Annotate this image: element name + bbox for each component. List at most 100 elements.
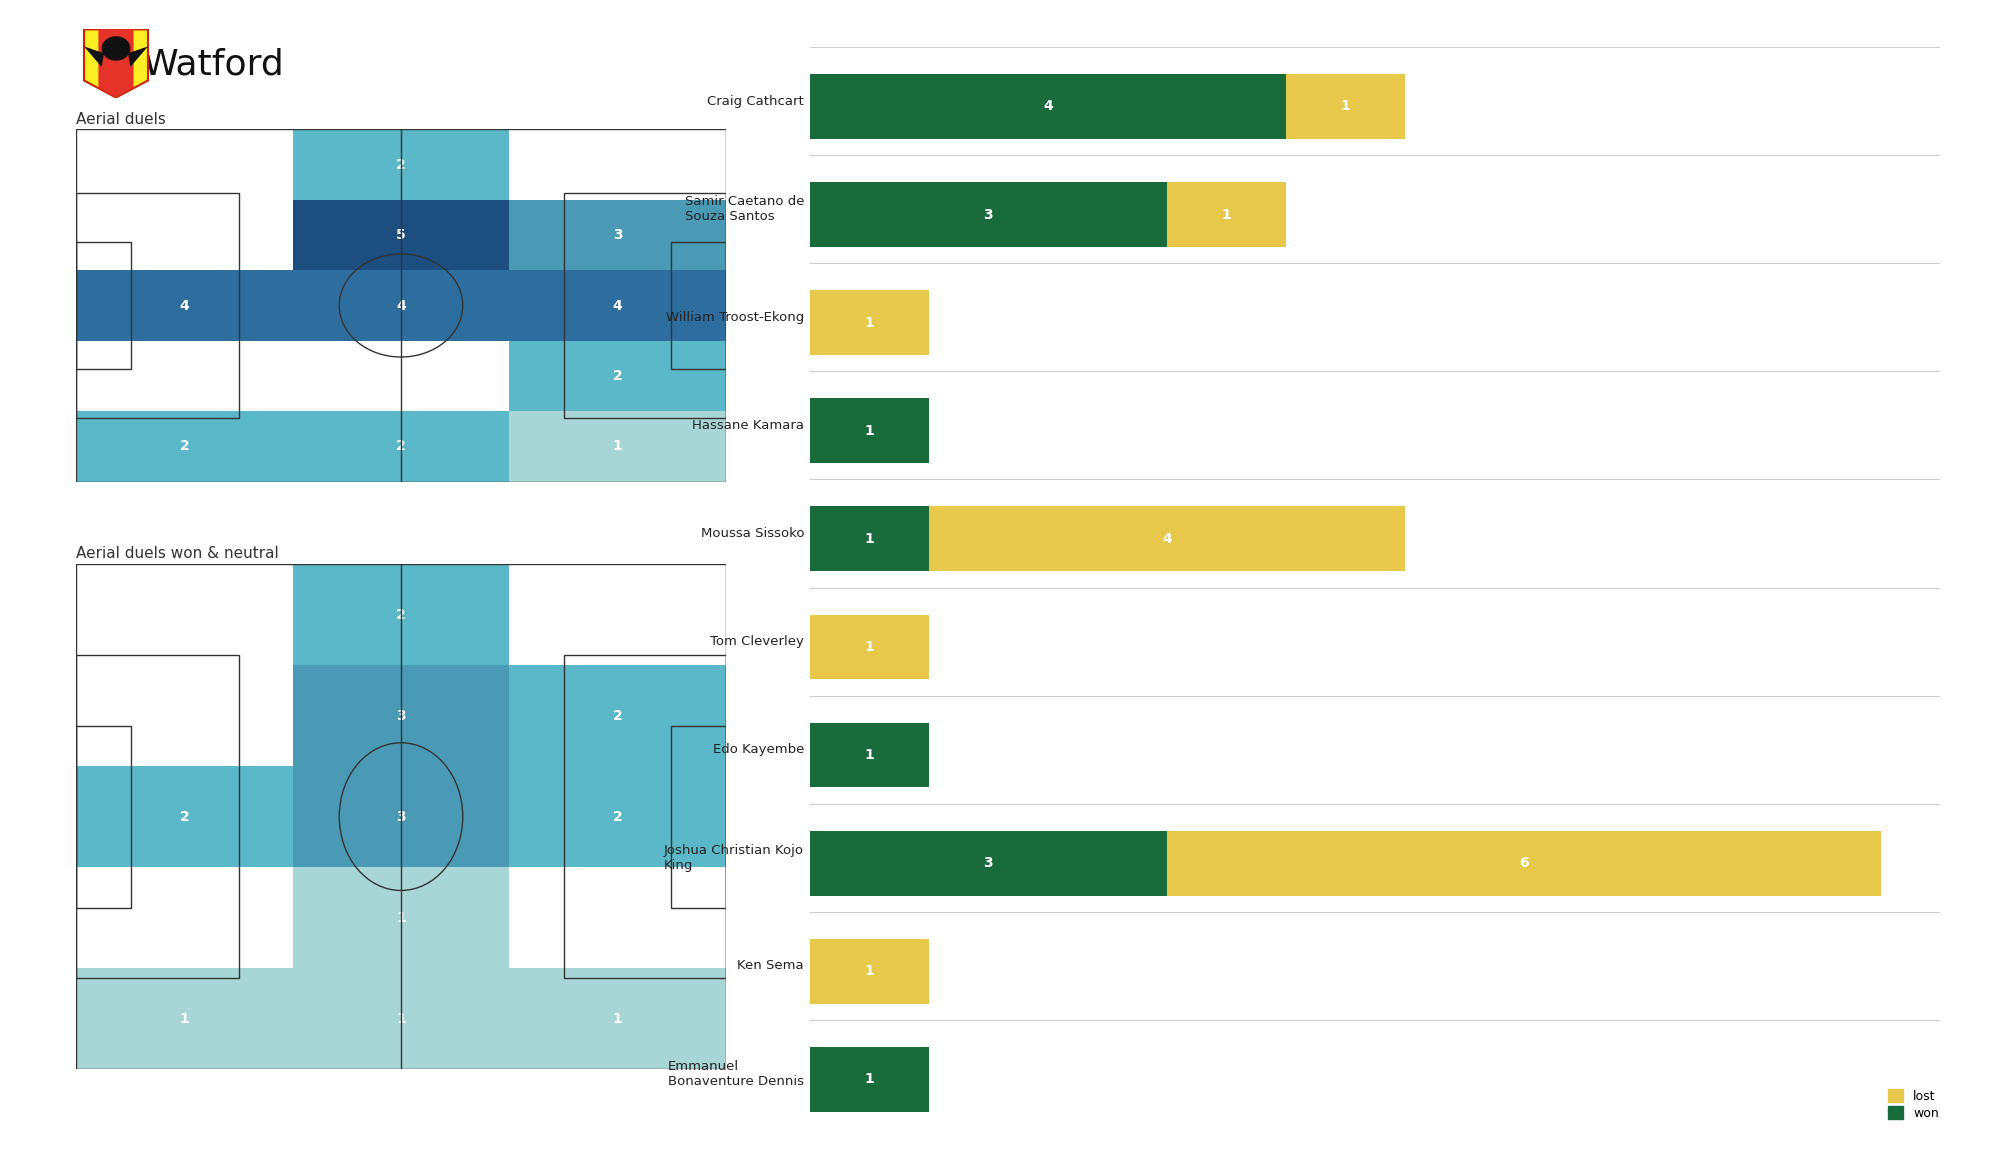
Text: 4: 4 bbox=[612, 298, 622, 313]
Bar bbox=[76, 665, 292, 766]
Bar bbox=[810, 1047, 928, 1112]
Bar bbox=[810, 939, 928, 1003]
Bar bbox=[292, 867, 510, 968]
Bar bbox=[510, 564, 726, 665]
Bar bbox=[928, 506, 1404, 571]
Text: 2: 2 bbox=[180, 439, 190, 454]
Bar bbox=[76, 766, 292, 867]
Bar bbox=[1166, 831, 1880, 895]
Text: Edo Kayembe: Edo Kayembe bbox=[712, 743, 804, 757]
Text: Samir Caetano de
Souza Santos: Samir Caetano de Souza Santos bbox=[684, 195, 804, 223]
Bar bbox=[76, 726, 132, 907]
Text: 2: 2 bbox=[396, 439, 406, 454]
Bar bbox=[510, 341, 726, 411]
Text: 3: 3 bbox=[984, 208, 994, 222]
Bar bbox=[810, 723, 928, 787]
Text: Aerial duels won & neutral: Aerial duels won & neutral bbox=[76, 546, 278, 562]
Text: 3: 3 bbox=[612, 228, 622, 242]
Text: 1: 1 bbox=[396, 1012, 406, 1026]
Text: 2: 2 bbox=[612, 709, 622, 723]
Bar bbox=[292, 411, 510, 482]
Polygon shape bbox=[98, 29, 134, 98]
Text: 3: 3 bbox=[396, 810, 406, 824]
Text: 4: 4 bbox=[180, 298, 190, 313]
Text: Hassane Kamara: Hassane Kamara bbox=[692, 418, 804, 432]
Bar bbox=[76, 129, 292, 200]
Text: Emmanuel
Bonaventure Dennis: Emmanuel Bonaventure Dennis bbox=[668, 1060, 804, 1088]
Bar bbox=[292, 341, 510, 411]
Bar bbox=[564, 193, 726, 418]
Text: Craig Cathcart: Craig Cathcart bbox=[708, 94, 804, 108]
Bar bbox=[76, 654, 238, 979]
Text: 2: 2 bbox=[396, 157, 406, 172]
Text: 6: 6 bbox=[1518, 857, 1528, 871]
Bar bbox=[292, 129, 510, 200]
Text: 3: 3 bbox=[984, 857, 994, 871]
Text: 5: 5 bbox=[396, 228, 406, 242]
Text: Tom Cleverley: Tom Cleverley bbox=[710, 634, 804, 649]
Bar bbox=[1166, 182, 1286, 247]
Bar bbox=[76, 968, 292, 1069]
Text: 4: 4 bbox=[1044, 100, 1052, 114]
Bar bbox=[670, 242, 726, 369]
Text: Joshua Christian Kojo
King: Joshua Christian Kojo King bbox=[664, 844, 804, 872]
Legend: lost, won: lost, won bbox=[1884, 1085, 1944, 1124]
Text: 1: 1 bbox=[612, 1012, 622, 1026]
Bar bbox=[810, 506, 928, 571]
Bar bbox=[810, 290, 928, 355]
Text: Moussa Sissoko: Moussa Sissoko bbox=[700, 526, 804, 540]
Bar bbox=[510, 129, 726, 200]
Bar bbox=[510, 270, 726, 341]
Bar bbox=[76, 867, 292, 968]
Text: 1: 1 bbox=[1222, 208, 1232, 222]
Bar bbox=[510, 766, 726, 867]
Text: Aerial duels: Aerial duels bbox=[76, 112, 166, 127]
Text: 1: 1 bbox=[180, 1012, 190, 1026]
Text: 1: 1 bbox=[864, 965, 874, 979]
Bar bbox=[292, 200, 510, 270]
Text: 2: 2 bbox=[612, 369, 622, 383]
Bar bbox=[670, 726, 726, 907]
Bar bbox=[810, 74, 1286, 139]
Bar bbox=[292, 270, 510, 341]
Bar bbox=[810, 831, 1166, 895]
Bar bbox=[510, 411, 726, 482]
Text: 4: 4 bbox=[1162, 532, 1172, 546]
Text: 1: 1 bbox=[864, 1073, 874, 1087]
Polygon shape bbox=[128, 46, 148, 67]
Bar bbox=[76, 341, 292, 411]
Bar bbox=[1286, 74, 1404, 139]
Bar bbox=[76, 200, 292, 270]
Text: 2: 2 bbox=[612, 810, 622, 824]
Polygon shape bbox=[84, 29, 148, 98]
Bar bbox=[76, 242, 132, 369]
Text: Ken Sema: Ken Sema bbox=[738, 959, 804, 973]
Text: 1: 1 bbox=[864, 424, 874, 438]
Text: 3: 3 bbox=[396, 709, 406, 723]
Text: 2: 2 bbox=[396, 607, 406, 622]
Bar bbox=[564, 654, 726, 979]
Text: 1: 1 bbox=[1340, 100, 1350, 114]
Bar bbox=[76, 193, 238, 418]
Circle shape bbox=[102, 36, 130, 61]
Bar bbox=[810, 615, 928, 679]
Text: 1: 1 bbox=[864, 316, 874, 330]
Bar bbox=[810, 182, 1166, 247]
Text: 1: 1 bbox=[864, 640, 874, 654]
Bar bbox=[76, 564, 292, 665]
Bar bbox=[292, 968, 510, 1069]
Text: 1: 1 bbox=[612, 439, 622, 454]
Text: Watford: Watford bbox=[144, 48, 284, 81]
Bar bbox=[510, 665, 726, 766]
Bar bbox=[510, 200, 726, 270]
Text: 2: 2 bbox=[180, 810, 190, 824]
Text: William Troost-Ekong: William Troost-Ekong bbox=[666, 310, 804, 324]
Bar bbox=[76, 270, 292, 341]
Bar bbox=[510, 968, 726, 1069]
Polygon shape bbox=[84, 46, 104, 67]
Bar bbox=[292, 766, 510, 867]
Bar bbox=[510, 867, 726, 968]
Text: 1: 1 bbox=[864, 532, 874, 546]
Text: 4: 4 bbox=[396, 298, 406, 313]
Bar bbox=[76, 411, 292, 482]
